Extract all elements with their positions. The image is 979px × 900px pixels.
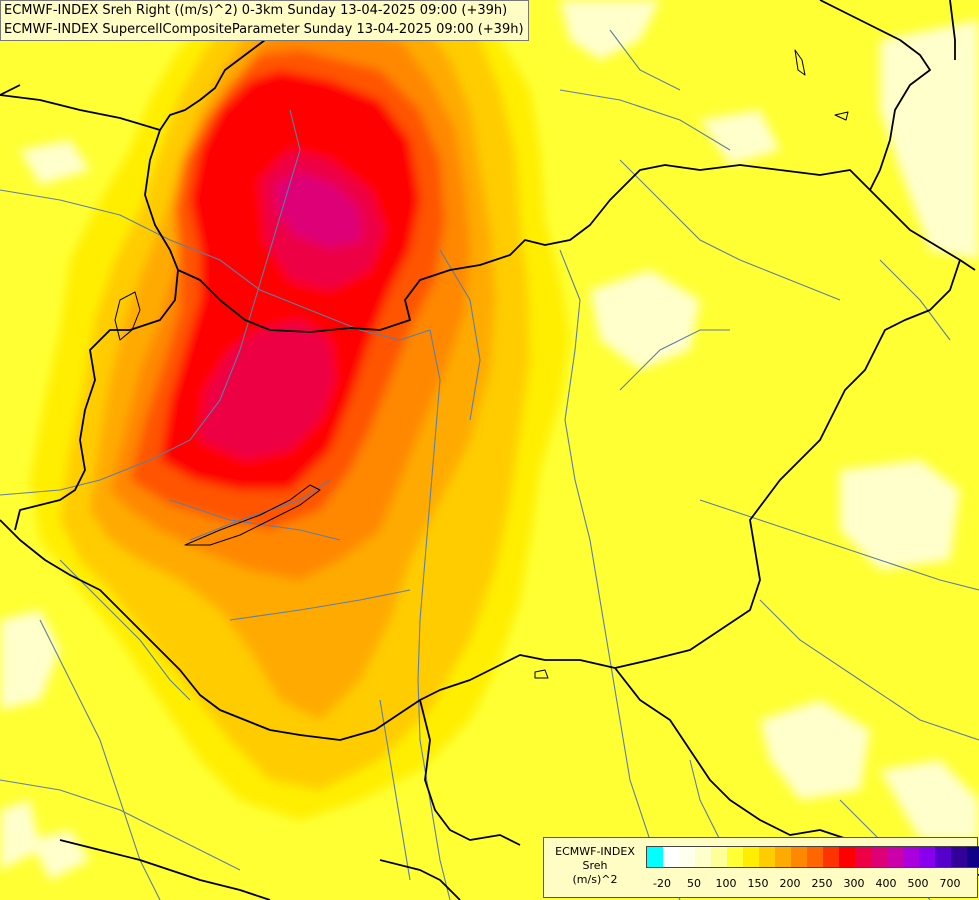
legend-swatch	[951, 847, 967, 867]
legend-swatch	[807, 847, 823, 867]
legend-swatch	[775, 847, 791, 867]
legend-tick-label: -20	[653, 877, 671, 890]
legend-tick-label: 200	[779, 877, 801, 890]
legend-model-name: ECMWF-INDEX	[555, 845, 635, 858]
legend-swatch	[839, 847, 855, 867]
legend-swatch	[663, 847, 679, 867]
title-line-sreh: ECMWF-INDEX Sreh Right ((m/s)^2) 0-3km S…	[4, 3, 508, 18]
title-line-supercell: ECMWF-INDEX SupercellCompositeParameter …	[4, 22, 524, 37]
legend-swatch	[919, 847, 935, 867]
legend-tick-labels: -20 50 100 150 200 250 300 400 500 700	[646, 877, 976, 891]
legend-swatch	[903, 847, 919, 867]
legend-swatch	[791, 847, 807, 867]
legend-color-scale	[646, 846, 979, 868]
legend-swatch	[935, 847, 951, 867]
sreh-peak-northwest	[275, 172, 362, 248]
legend-swatch	[727, 847, 743, 867]
map-title-box: ECMWF-INDEX Sreh Right ((m/s)^2) 0-3km S…	[0, 0, 529, 41]
river-lines	[0, 29, 979, 900]
legend-swatch	[647, 847, 663, 867]
color-legend: ECMWF-INDEX Sreh (m/s)^2 -20 50 100 150 200 2…	[543, 837, 979, 898]
legend-swatch	[967, 847, 979, 867]
legend-swatch	[711, 847, 727, 867]
legend-swatch	[871, 847, 887, 867]
legend-tick-label: 300	[843, 877, 865, 890]
legend-tick-label: 700	[939, 877, 961, 890]
legend-swatch	[695, 847, 711, 867]
legend-swatch	[759, 847, 775, 867]
legend-swatch	[743, 847, 759, 867]
legend-unit: (m/s)^2	[572, 873, 618, 886]
legend-tick-label: 400	[875, 877, 897, 890]
legend-parameter-name: Sreh	[582, 859, 608, 872]
legend-swatch	[887, 847, 903, 867]
legend-tick-label: 500	[907, 877, 929, 890]
low-sreh-areas	[0, 0, 979, 880]
legend-swatch	[855, 847, 871, 867]
legend-tick-label: 150	[747, 877, 769, 890]
legend-swatch	[679, 847, 695, 867]
legend-tick-label: 250	[811, 877, 833, 890]
legend-title: ECMWF-INDEX Sreh (m/s)^2	[547, 845, 643, 887]
legend-tick-label: 100	[715, 877, 737, 890]
legend-swatch	[823, 847, 839, 867]
legend-tick-label: 50	[687, 877, 701, 890]
